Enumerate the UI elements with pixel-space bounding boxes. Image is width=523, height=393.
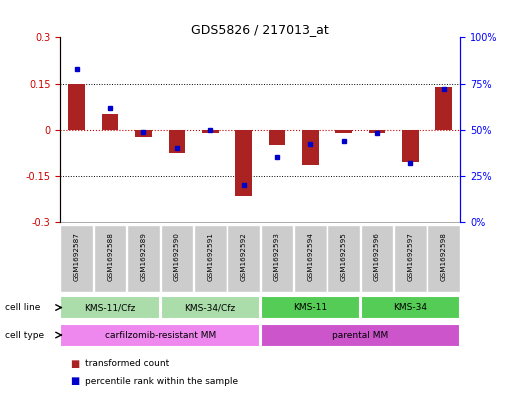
Bar [260, 323, 460, 347]
Bar [235, 130, 252, 196]
Text: GSM1692597: GSM1692597 [407, 233, 413, 281]
Text: cell line: cell line [5, 303, 41, 312]
Text: cell type: cell type [5, 331, 44, 340]
Bar [135, 130, 152, 138]
Bar [127, 225, 160, 292]
Bar [369, 130, 385, 133]
Bar [194, 225, 226, 292]
Text: parental MM: parental MM [332, 331, 389, 340]
Text: carfilzomib-resistant MM: carfilzomib-resistant MM [105, 331, 216, 340]
Title: GDS5826 / 217013_at: GDS5826 / 217013_at [191, 23, 329, 36]
Bar [402, 130, 418, 162]
Text: GSM1692593: GSM1692593 [274, 233, 280, 281]
Bar [94, 225, 127, 292]
Text: GSM1692587: GSM1692587 [74, 233, 80, 281]
Text: GSM1692598: GSM1692598 [440, 233, 447, 281]
Bar [161, 296, 260, 319]
Bar [61, 296, 160, 319]
Bar [227, 225, 260, 292]
Bar [260, 225, 293, 292]
Bar [168, 130, 185, 153]
Text: ■: ■ [71, 358, 80, 369]
Text: GSM1692592: GSM1692592 [241, 233, 246, 281]
Bar [69, 83, 85, 130]
Bar [394, 225, 427, 292]
Bar [327, 225, 360, 292]
Bar [268, 130, 285, 145]
Bar [360, 296, 460, 319]
Text: percentile rank within the sample: percentile rank within the sample [85, 377, 238, 386]
Text: GSM1692590: GSM1692590 [174, 233, 180, 281]
Text: GSM1692588: GSM1692588 [107, 233, 113, 281]
Bar [360, 225, 393, 292]
Bar [294, 225, 326, 292]
Bar [302, 130, 319, 165]
Bar [427, 225, 460, 292]
Bar [202, 130, 219, 133]
Bar [335, 130, 352, 133]
Text: transformed count: transformed count [85, 359, 169, 368]
Bar [102, 114, 119, 130]
Bar [61, 225, 93, 292]
Text: GSM1692594: GSM1692594 [307, 233, 313, 281]
Bar [260, 296, 360, 319]
Text: GSM1692596: GSM1692596 [374, 233, 380, 281]
Text: KMS-11/Cfz: KMS-11/Cfz [85, 303, 136, 312]
Text: KMS-34/Cfz: KMS-34/Cfz [185, 303, 236, 312]
Bar [161, 225, 193, 292]
Text: GSM1692589: GSM1692589 [141, 233, 146, 281]
Text: ■: ■ [71, 376, 80, 386]
Text: GSM1692595: GSM1692595 [340, 233, 347, 281]
Bar [435, 86, 452, 130]
Text: KMS-11: KMS-11 [293, 303, 327, 312]
Text: KMS-34: KMS-34 [393, 303, 427, 312]
Bar [61, 323, 260, 347]
Text: GSM1692591: GSM1692591 [207, 233, 213, 281]
